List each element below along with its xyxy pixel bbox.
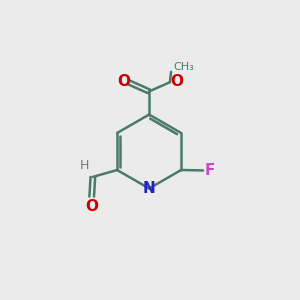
Text: O: O: [85, 199, 98, 214]
Text: F: F: [204, 163, 214, 178]
Text: CH₃: CH₃: [173, 62, 194, 72]
Text: N: N: [143, 181, 155, 196]
Text: O: O: [118, 74, 131, 89]
Text: O: O: [171, 74, 184, 89]
Text: H: H: [80, 159, 89, 172]
